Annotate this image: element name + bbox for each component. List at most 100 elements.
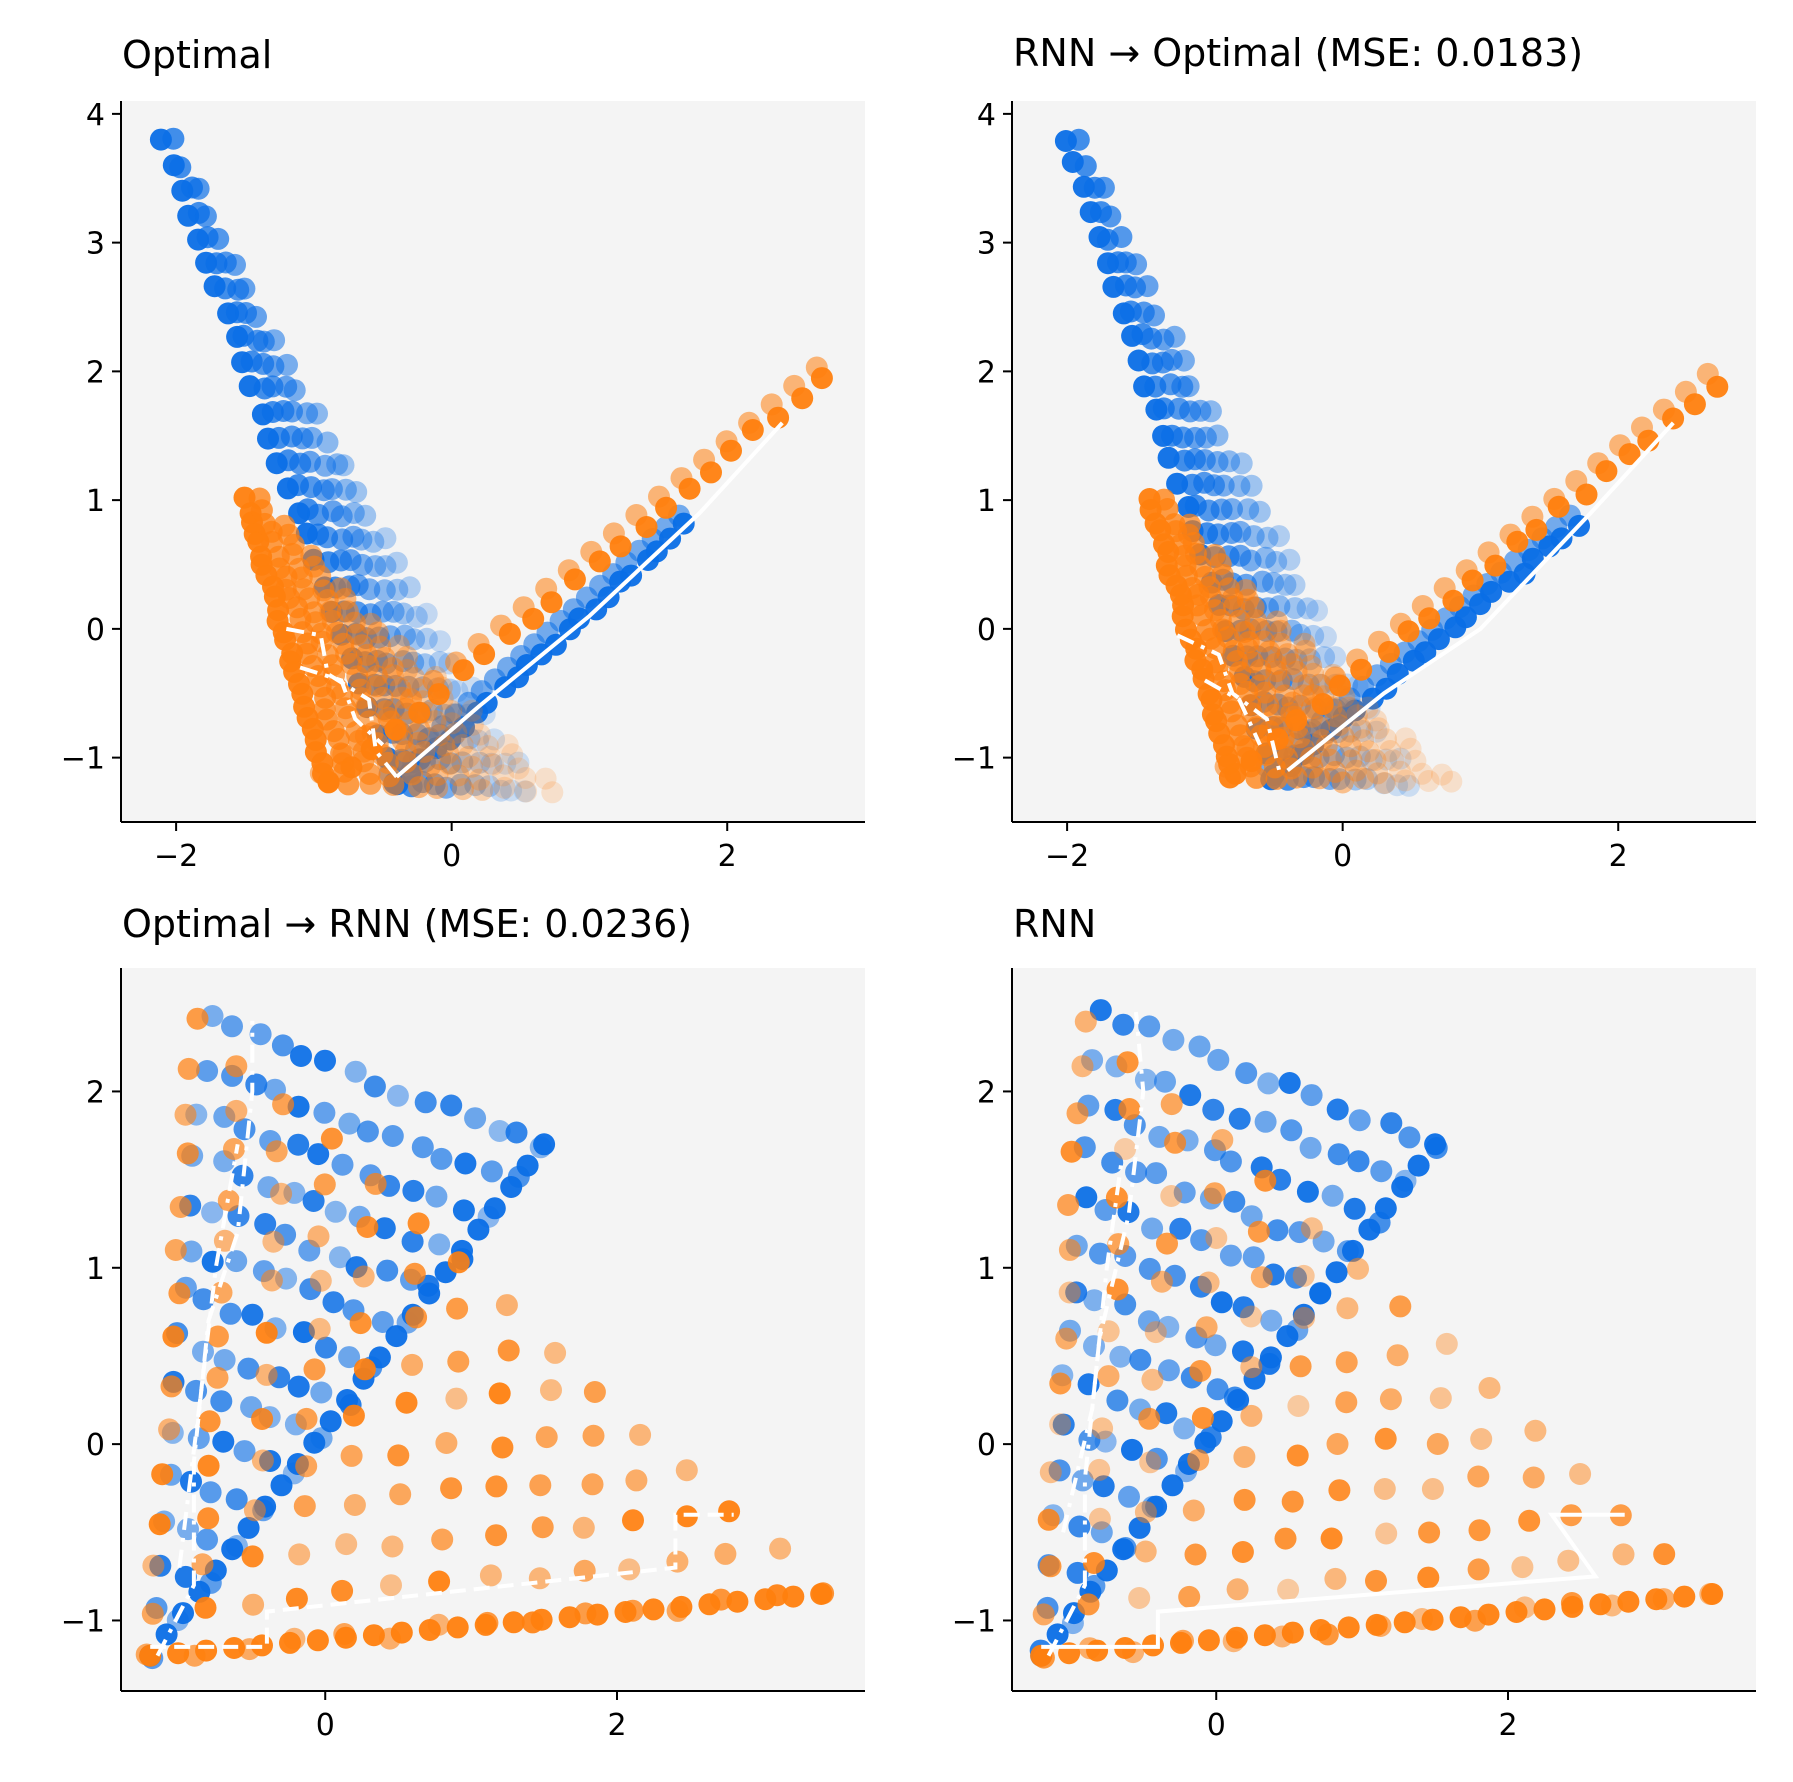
scatter-point: [415, 627, 438, 650]
trajectory-line: [1041, 1512, 1625, 1649]
scatter-point: [1211, 1129, 1234, 1151]
scatter-point: [586, 1603, 609, 1626]
scatter-point: [1178, 1585, 1201, 1608]
scatter-point: [507, 751, 530, 774]
scatter-point: [1325, 1261, 1348, 1284]
scatter-point: [1269, 632, 1292, 655]
scatter-point: [544, 1341, 567, 1364]
scatter-point: [500, 779, 523, 802]
scatter-point: [1088, 1458, 1111, 1481]
scatter-point: [1169, 1217, 1192, 1240]
plot-content: [1054, 128, 1729, 797]
x-tick-label: 0: [1333, 839, 1352, 874]
scatter-point: [379, 625, 402, 648]
scatter-point: [489, 779, 512, 802]
scatter-point: [583, 1381, 606, 1403]
scatter-point: [698, 1593, 721, 1616]
scatter-point: [541, 781, 564, 804]
scatter-point: [1347, 1257, 1369, 1280]
scatter-point: [1256, 526, 1279, 549]
scatter-point: [1118, 1098, 1141, 1120]
scatter-point: [274, 1223, 297, 1246]
scatter-point: [334, 478, 357, 501]
y-tick-label: 2: [977, 355, 996, 390]
scatter-point: [168, 1282, 191, 1305]
scatter-point: [400, 688, 422, 711]
scatter-point: [1319, 748, 1342, 771]
scatter-point: [1351, 720, 1374, 742]
scatter-point: [279, 1631, 301, 1654]
scatter-point: [1653, 1543, 1676, 1566]
scatter-point: [1278, 1072, 1301, 1094]
scatter-point: [496, 734, 519, 756]
scatter-point: [1701, 1583, 1724, 1605]
scatter-point: [1242, 1246, 1265, 1269]
series-orange: [233, 356, 833, 804]
scatter-point: [402, 651, 425, 674]
scatter-point: [1099, 205, 1122, 228]
scatter-point: [1349, 716, 1372, 739]
scatter-point: [714, 1542, 737, 1565]
scatter-point: [1340, 749, 1363, 772]
scatter-point: [225, 1099, 248, 1122]
scatter-point: [201, 1250, 224, 1273]
scatter-point: [437, 742, 460, 765]
scatter-point: [1086, 1639, 1109, 1662]
scatter-point: [198, 1410, 221, 1433]
scatter-point: [425, 1185, 448, 1208]
scatter-point: [343, 1494, 366, 1516]
scatter-point: [1138, 1015, 1161, 1038]
trajectory-line: [285, 626, 399, 779]
scatter-point: [403, 628, 426, 651]
scatter-point: [1197, 1629, 1220, 1652]
scatter-point: [1617, 1590, 1640, 1613]
scatter-point: [1300, 1084, 1323, 1107]
scatter-point: [491, 1436, 514, 1459]
scatter-point: [1189, 1360, 1212, 1382]
scatter-point: [1060, 1140, 1083, 1163]
scatter-point: [1210, 1410, 1233, 1433]
scatter-point: [1404, 749, 1427, 772]
scatter-point: [187, 177, 210, 200]
plot-content: [149, 127, 833, 804]
scatter-point: [1058, 1238, 1081, 1261]
scatter-point: [1533, 1598, 1556, 1621]
scatter-point: [373, 579, 396, 602]
y-tick-label: −1: [952, 1604, 996, 1639]
scatter-point: [1237, 498, 1260, 521]
scatter-point: [334, 1626, 357, 1649]
scatter-point: [197, 1507, 220, 1530]
scatter-point: [602, 522, 625, 545]
scatter-point: [332, 454, 355, 477]
scatter-point: [1219, 1150, 1242, 1173]
trajectory-line: [1061, 1161, 1124, 1533]
scatter-point: [447, 1350, 470, 1373]
scatter-point: [1134, 1501, 1157, 1524]
scatter-point: [1287, 1395, 1310, 1417]
scatter-point: [1232, 1296, 1255, 1319]
scatter-point: [1088, 1507, 1111, 1530]
scatter-point: [1276, 1325, 1299, 1348]
scatter-point: [1373, 772, 1396, 794]
scatter-point: [1348, 745, 1371, 768]
scatter-point: [270, 1182, 293, 1205]
scatter-point: [1066, 1102, 1089, 1125]
scatter-point: [1335, 746, 1358, 769]
x-tick-label: −2: [154, 839, 198, 874]
scatter-point: [251, 1449, 274, 1472]
scatter-point: [1106, 1389, 1129, 1412]
scatter-point: [313, 1173, 336, 1196]
scatter-point: [1518, 1509, 1541, 1532]
scatter-point: [625, 504, 648, 526]
scatter-point: [1379, 740, 1402, 762]
scatter-point: [485, 1475, 508, 1498]
scatter-point: [386, 1084, 409, 1107]
scatter-point: [403, 1262, 426, 1285]
scatter-point: [381, 1125, 404, 1147]
scatter-point: [418, 1282, 441, 1305]
scatter-point: [428, 1570, 451, 1593]
scatter-point: [1565, 470, 1588, 492]
scatter-point: [401, 1230, 424, 1253]
scatter-point: [307, 1143, 330, 1166]
scatter-point: [310, 1381, 333, 1404]
